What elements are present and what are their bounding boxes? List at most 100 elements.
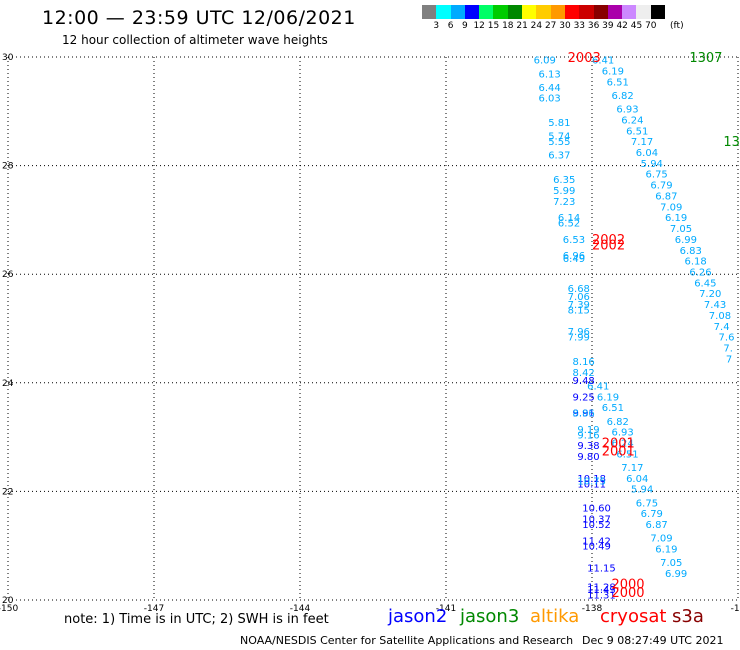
data-point-label: 8.42 <box>573 368 595 379</box>
legend-swatch <box>507 5 523 19</box>
data-point-label: 6.18 <box>684 257 706 268</box>
satellite-legend-jason2: jason2 <box>388 606 448 627</box>
footer-note: note: 1) Time is in UTC; 2) SWH is in fe… <box>64 612 329 627</box>
data-point-label: 6.52 <box>558 219 580 230</box>
data-point-label: 10.52 <box>582 520 611 531</box>
data-point-label: 9.19 <box>577 425 599 436</box>
legend-swatch <box>493 5 508 19</box>
data-point-label: 5.94 <box>631 485 653 496</box>
data-point-label: 7.06 <box>568 292 590 303</box>
legend-label: 70 <box>645 21 657 31</box>
data-point-label: 7.23 <box>553 197 575 208</box>
data-point-label: 7.09 <box>660 202 682 213</box>
data-point-label: 6.19 <box>597 392 619 403</box>
data-point-label: 7.05 <box>670 224 692 235</box>
legend-label: 45 <box>630 21 643 31</box>
legend-label: 42 <box>616 21 628 31</box>
data-point-label: 6.51 <box>602 403 624 414</box>
data-point-label: 10.60 <box>582 504 611 515</box>
legend-swatch <box>564 5 580 19</box>
data-point-label: 10.18 <box>577 474 606 485</box>
data-point-label: 6.93 <box>616 105 638 116</box>
data-point-label: 6.53 <box>563 235 585 246</box>
y-tick-label: 30 <box>2 53 14 63</box>
data-point-label: 7.05 <box>660 558 682 569</box>
data-point-label: 7.08 <box>709 311 731 322</box>
time-label: 2001 <box>602 445 635 460</box>
data-point-label: 9.91 <box>573 409 595 420</box>
legend-label: 30 <box>559 21 571 31</box>
time-label: 2003 <box>568 51 601 66</box>
data-point-label: 11.31 <box>587 591 616 602</box>
data-point-label: 5.94 <box>641 159 663 170</box>
legend-unit: (ft) <box>670 21 684 31</box>
data-point-label: 6.41 <box>587 382 609 393</box>
data-point-label: 10.11 <box>577 479 606 490</box>
data-point-label: 6.75 <box>636 498 658 509</box>
data-point-label: 8.16 <box>573 357 595 368</box>
data-point-label: 6.83 <box>680 246 702 257</box>
data-point-label: 6.26 <box>689 267 711 278</box>
data-point-label: 10.37 <box>582 515 611 526</box>
data-point-label: 6.51 <box>616 449 638 460</box>
data-point-label: 8.86 <box>573 409 595 420</box>
time-label: 2001 <box>602 437 635 452</box>
data-point-label: 7.4 <box>714 322 730 333</box>
satellite-legend-jason3: jason3 <box>460 606 520 627</box>
data-point-label: 6.19 <box>665 213 687 224</box>
data-point-label: 7.6 <box>719 333 735 344</box>
legend-label: 3 <box>433 21 440 31</box>
data-point-label: 6.82 <box>611 91 633 102</box>
time-label: 2000 <box>611 578 644 593</box>
data-point-label: 6.45 <box>694 278 716 289</box>
data-point-label: 6.68 <box>568 284 590 295</box>
data-point-label: 6.51 <box>626 126 648 137</box>
data-point-label: 7.09 <box>650 534 672 545</box>
data-point-label: 10.75 <box>577 477 606 488</box>
data-point-label: 7.43 <box>704 300 726 311</box>
data-point-label: 6.44 <box>538 83 560 94</box>
satellite-legend-altika: altika <box>530 606 580 627</box>
legend-label: 18 <box>502 21 514 31</box>
data-point-label: 7.17 <box>631 137 653 148</box>
time-label: 2000 <box>611 586 644 601</box>
data-point-label: 6.79 <box>641 509 663 520</box>
legend-label: 36 <box>587 21 600 31</box>
color-scale-legend: 3 6 9 12 15 18 21 24 27 30 33 36 39 42 45 70 (ft) <box>422 5 684 33</box>
data-point-label: 5.99 <box>553 186 575 197</box>
x-tick-label: -147 <box>144 604 164 614</box>
data-point-label: 6.99 <box>665 569 687 580</box>
legend-label: 24 <box>530 21 543 31</box>
legend-swatch <box>450 5 465 19</box>
data-point-label: 6.41 <box>592 56 614 67</box>
data-point-label: 6.93 <box>611 428 633 439</box>
data-point-label: 6.24 <box>621 115 643 126</box>
data-point-label: 11.15 <box>587 563 616 574</box>
data-point-label: 6.14 <box>558 213 580 224</box>
data-point-label: 11.43 <box>587 585 616 596</box>
data-point-label: 6.82 <box>607 417 629 428</box>
satellite-legend-s3a: s3a <box>672 606 704 627</box>
legend-label: 33 <box>573 21 586 31</box>
data-point-label: 6.79 <box>650 181 672 192</box>
data-point-label: 7 <box>726 354 732 365</box>
data-point-label: 7.96 <box>568 327 590 338</box>
data-point-label: 6.87 <box>655 191 677 202</box>
data-point-label: 6.19 <box>655 544 677 555</box>
data-point-label: 6.75 <box>646 170 668 181</box>
footer-timestamp: Dec 9 08:27:49 UTC 2021 <box>582 634 724 647</box>
data-point-label: 6.04 <box>626 474 648 485</box>
x-tick-label: -138 <box>582 604 603 614</box>
data-point-label: 9.80 <box>577 452 599 463</box>
page-title: 12:00 — 23:59 UTC 12/06/2021 <box>42 7 356 29</box>
y-tick-label: 28 <box>2 162 14 172</box>
data-point-label: 7. <box>723 344 733 355</box>
legend-swatch <box>650 5 666 19</box>
data-point-label: 11.28 <box>587 582 616 593</box>
legend-swatch <box>479 5 494 19</box>
data-point-label: 6.96 <box>563 251 585 262</box>
page-subtitle: 12 hour collection of altimeter wave hei… <box>62 33 328 47</box>
data-point-label: 7.39 <box>568 300 590 311</box>
legend-swatch <box>422 5 437 19</box>
legend-swatch <box>622 5 637 19</box>
